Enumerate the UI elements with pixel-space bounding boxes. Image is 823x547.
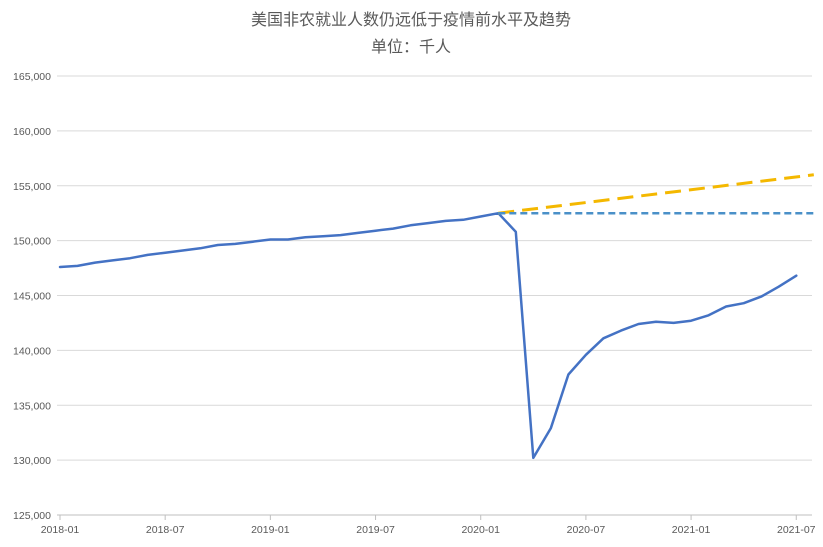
- y-tick-label: 150,000: [13, 236, 51, 248]
- y-tick-label: 160,000: [13, 126, 51, 138]
- y-tick-label: 165,000: [13, 71, 51, 83]
- y-tick-label: 130,000: [13, 455, 51, 467]
- series-lines: [58, 173, 814, 460]
- x-tick-label: 2021-07: [777, 524, 816, 536]
- y-tick-label: 140,000: [13, 345, 51, 357]
- y-tick-label: 125,000: [13, 510, 51, 522]
- chart-title: 美国非农就业人数仍远低于疫情前水平及趋势: [251, 10, 571, 29]
- y-tick-label: 155,000: [13, 181, 51, 193]
- trend-line: [498, 173, 814, 215]
- y-tick-label: 135,000: [13, 400, 51, 412]
- y-tick-label: 145,000: [13, 291, 51, 303]
- y-axis: 125,000 130,000 135,000 140,000 145,000 150,0…: [13, 71, 51, 522]
- x-tick-label: 2018-01: [41, 524, 80, 536]
- x-tick-label: 2020-07: [567, 524, 606, 536]
- x-tick-label: 2019-07: [356, 524, 395, 536]
- x-tick-label: 2021-01: [672, 524, 711, 536]
- x-tick-label: 2018-07: [146, 524, 185, 536]
- x-tick-label: 2019-01: [251, 524, 290, 536]
- gridlines: [57, 75, 812, 516]
- x-axis: 2018-01 2018-07 2019-01 2019-07 2020-01 2020-…: [41, 515, 816, 536]
- chart-subtitle: 单位：千人: [371, 37, 451, 56]
- employment-line: [58, 211, 798, 460]
- x-tick-label: 2020-01: [461, 524, 500, 536]
